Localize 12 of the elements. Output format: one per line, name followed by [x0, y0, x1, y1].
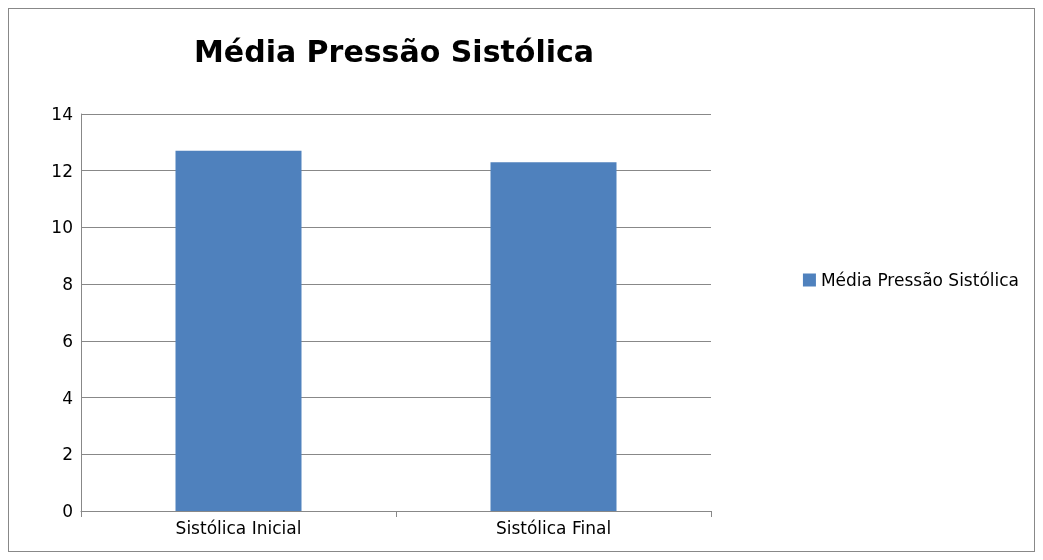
- y-tick-label: 4: [62, 387, 73, 408]
- x-tick-label: Sistólica Final: [495, 517, 612, 538]
- y-tick-label: 12: [51, 160, 73, 181]
- y-tick-label: 0: [62, 501, 73, 521]
- legend-label: Média Pressão Sistólica: [820, 270, 1019, 290]
- y-tick-label: 6: [62, 330, 73, 351]
- y-tick-label: 14: [51, 104, 73, 124]
- y-tick-label: 2: [62, 444, 73, 465]
- x-tick-label: Sistólica Inicial: [175, 517, 302, 538]
- y-tick-label: 8: [62, 274, 73, 295]
- chart-title: Média Pressão Sistólica: [193, 33, 595, 69]
- y-tick-label: 10: [51, 217, 73, 238]
